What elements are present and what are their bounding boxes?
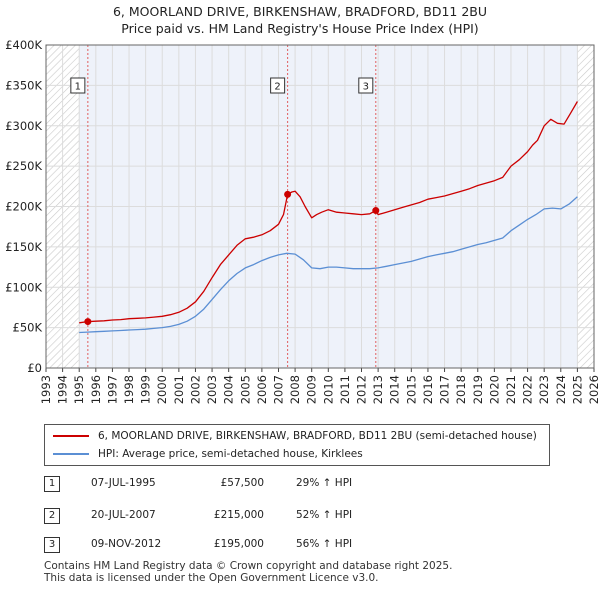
x-tick-label: 2004 <box>222 375 236 404</box>
sale-chart-box <box>70 77 86 94</box>
sale-chart-box-label: 1 <box>75 82 81 93</box>
plot-frame <box>45 44 595 369</box>
chart-subtitle: Price paid vs. HM Land Registry's House … <box>121 21 479 36</box>
sale-chart-box-label: 3 <box>363 82 369 93</box>
y-tick-label: £0 <box>27 361 42 375</box>
x-tick-label: 2025 <box>570 375 584 404</box>
x-tick-label: 1998 <box>122 375 136 404</box>
y-tick-label: £100K <box>5 280 42 294</box>
sale-point <box>284 190 292 198</box>
legend-item-hpi: HPI: Average price, semi-detached house,… <box>53 446 363 462</box>
y-tick-label: £250K <box>5 159 42 173</box>
y-tick-label: £150K <box>5 240 42 254</box>
y-tick-label: £50K <box>13 321 43 335</box>
x-tick-label: 2008 <box>288 375 302 404</box>
sale-marker-box: 1 <box>44 476 60 492</box>
sale-point <box>372 207 380 215</box>
y-tick-label: £200K <box>5 200 42 214</box>
x-tick-label: 2026 <box>587 375 600 404</box>
x-tick-label: 1994 <box>56 375 70 404</box>
x-tick-label: 2017 <box>438 375 452 404</box>
footer: Contains HM Land Registry data © Crown c… <box>44 560 452 584</box>
chart-title: 6, MOORLAND DRIVE, BIRKENSHAW, BRADFORD,… <box>112 4 488 19</box>
x-tick-label: 1993 <box>39 375 53 404</box>
x-tick-label: 2020 <box>487 375 501 404</box>
sale-date: 20-JUL-2007 <box>91 509 156 521</box>
sale-hpi: 56% ↑ HPI <box>296 538 353 550</box>
x-tick-label: 1996 <box>89 375 103 404</box>
x-tick-label: 2013 <box>371 375 385 404</box>
legend-swatch-property <box>53 435 89 437</box>
legend-label-property: 6, MOORLAND DRIVE, BIRKENSHAW, BRADFORD,… <box>98 430 537 442</box>
x-tick-label: 1997 <box>105 375 119 404</box>
sale-hpi: 52% ↑ HPI <box>296 509 353 521</box>
x-tick-label: 2007 <box>271 375 285 404</box>
footer-copyright: Contains HM Land Registry data © Crown c… <box>44 560 453 572</box>
footer-licence: This data is licensed under the Open Gov… <box>44 572 379 584</box>
x-tick-label: 2003 <box>205 375 219 404</box>
sale-row: 3 09-NOV-2012 £195,000 56% ↑ HPI <box>44 537 564 555</box>
hpi-line <box>79 196 578 334</box>
x-tick-label: 2024 <box>554 375 568 404</box>
price-chart: £0 £50K £100K £150K £200K £250K £300K £350K £400… <box>5 38 600 404</box>
x-tick-label: 2002 <box>188 375 202 404</box>
sale-point <box>84 318 92 326</box>
legend-label-hpi: HPI: Average price, semi-detached house,… <box>98 448 363 460</box>
x-tick-label: 1995 <box>72 375 86 404</box>
property-price-line <box>79 101 578 324</box>
x-tick-label: 2019 <box>471 375 485 404</box>
sale-date: 07-JUL-1995 <box>91 477 156 489</box>
sale-chart-box <box>358 77 374 94</box>
x-tick-label: 2005 <box>238 375 252 404</box>
x-tick-label: 2016 <box>421 375 435 404</box>
y-tick-label: £300K <box>5 119 42 133</box>
x-tick-label: 2010 <box>321 375 335 404</box>
x-tick-label: 2012 <box>355 375 369 404</box>
x-tick-label: 2011 <box>338 375 352 404</box>
x-tick-label: 2023 <box>537 375 551 404</box>
x-tick-label: 2021 <box>504 375 518 404</box>
y-tick-label: £400K <box>5 38 42 52</box>
sale-marker-box: 2 <box>44 508 60 524</box>
x-tick-label: 2014 <box>388 375 402 404</box>
x-tick-label: 1999 <box>139 375 153 404</box>
sale-price: £195,000 <box>213 538 264 550</box>
sale-date: 09-NOV-2012 <box>91 538 162 550</box>
sale-row: 1 07-JUL-1995 £57,500 29% ↑ HPI <box>44 476 564 494</box>
y-tick-label: £350K <box>5 78 42 92</box>
x-tick-label: 2022 <box>521 375 535 404</box>
sale-chart-box <box>270 77 286 94</box>
x-tick-label: 2001 <box>172 375 186 404</box>
sale-row: 2 20-JUL-2007 £215,000 52% ↑ HPI <box>44 508 564 526</box>
x-tick-label: 2009 <box>305 375 319 404</box>
sale-hpi: 29% ↑ HPI <box>296 477 353 489</box>
x-tick-label: 2006 <box>255 375 269 404</box>
legend-swatch-hpi <box>53 453 89 455</box>
sale-chart-box-label: 2 <box>274 82 280 93</box>
x-tick-label: 2000 <box>155 375 169 404</box>
sale-price: £57,500 <box>220 477 264 489</box>
sale-price: £215,000 <box>213 509 264 521</box>
x-tick-label: 2018 <box>454 375 468 404</box>
x-tick-label: 2015 <box>404 375 418 404</box>
sale-marker-box: 3 <box>44 537 60 553</box>
legend-item-property: 6, MOORLAND DRIVE, BIRKENSHAW, BRADFORD,… <box>53 428 537 444</box>
legend: 6, MOORLAND DRIVE, BIRKENSHAW, BRADFORD,… <box>44 424 550 466</box>
